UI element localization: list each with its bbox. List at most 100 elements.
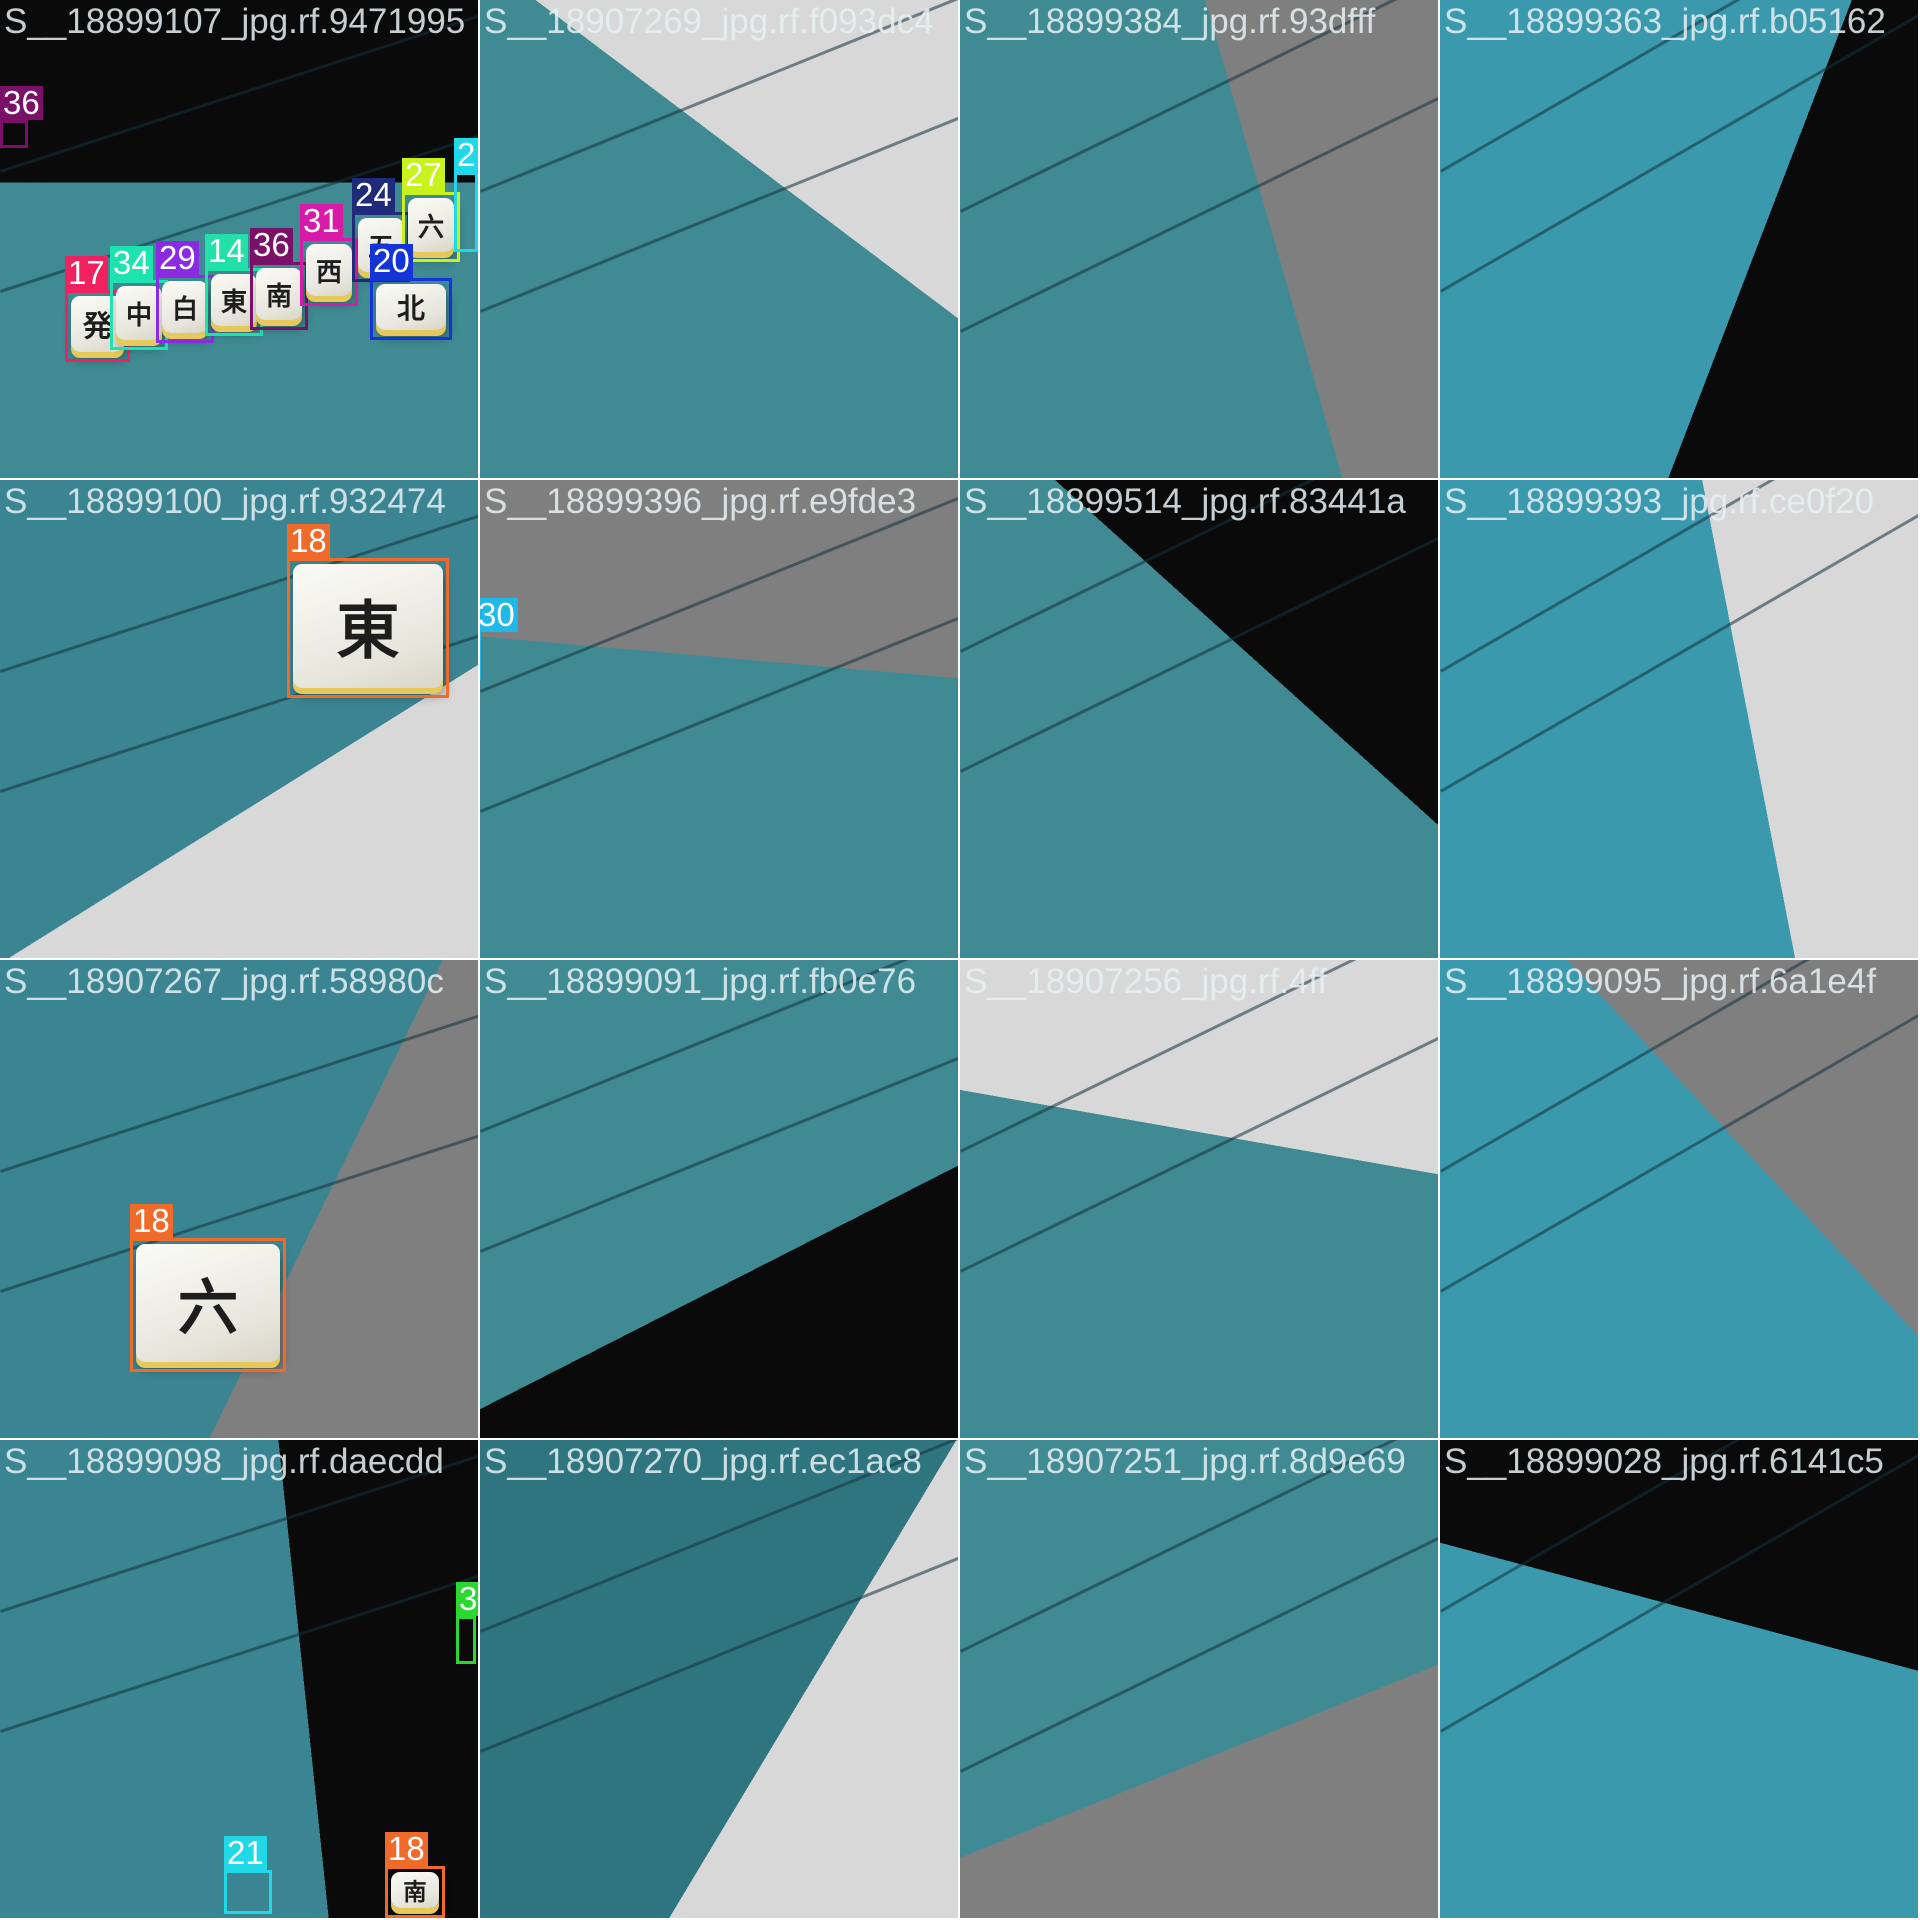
felt-background xyxy=(1440,960,1918,1438)
mahjong-tile-icon: 六 xyxy=(408,198,454,252)
image-filename: S__18907267_jpg.rf.58980c xyxy=(4,962,444,1001)
detection-box: 27 xyxy=(402,158,460,262)
class-label: 36 xyxy=(250,228,293,262)
mosaic-tile: 六 18 S__18907267_jpg.rf.58980c xyxy=(0,960,480,1440)
image-filename: S__18899514_jpg.rf.83441a xyxy=(964,482,1406,521)
detection-box: 36 xyxy=(0,86,43,148)
detection-box: 17 xyxy=(65,256,130,362)
image-filename: S__18899363_jpg.rf.b05162 xyxy=(1444,2,1886,41)
felt-background xyxy=(960,480,1438,958)
mosaic-tile: 西35五2712七35北17発1434白63230S__18899396_jpg… xyxy=(480,480,960,960)
felt-background xyxy=(480,1440,958,1918)
mahjong-tile-icon: 白 xyxy=(162,281,208,333)
mosaic-tile: 五177七3118S__18899393_jpg.rf.ce0f20 xyxy=(1440,480,1920,960)
felt-background xyxy=(480,480,958,958)
mosaic-tile: 36発17中34白29東14南36西31五24六2721北20S__188991… xyxy=(0,0,480,480)
tile-glyph-icon: 白 xyxy=(171,294,199,325)
mosaic-tile: 白17東20S__18899363_jpg.rf.b05162 xyxy=(1440,0,1920,480)
class-label: 27 xyxy=(402,158,445,192)
detection-box: 36 xyxy=(250,228,308,330)
detection-box: 29 xyxy=(156,241,214,343)
mahjong-tile-icon: 東 xyxy=(211,274,257,326)
felt-background xyxy=(1440,0,1918,478)
image-filename: S__18899396_jpg.rf.e9fde3 xyxy=(484,482,917,521)
class-label: 29 xyxy=(156,241,199,275)
class-label: 21 xyxy=(454,138,478,172)
image-filename: S__18899028_jpg.rf.6141c5 xyxy=(1444,1442,1884,1481)
detection-box: 21 xyxy=(224,1836,272,1914)
mosaic-tile: 2035317714342027343024205S__18907256_jpg… xyxy=(960,960,1440,1440)
mosaic-tile: 182919308発3521白2528171815S__18899514_jpg… xyxy=(960,480,1440,960)
mosaic-tile: 東 18 S__18899100_jpg.rf.932474 xyxy=(0,480,480,960)
image-filename: S__18899393_jpg.rf.ce0f20 xyxy=(1444,482,1875,521)
mosaic-tile: 南277S__18899028_jpg.rf.6141c5 xyxy=(1440,1440,1920,1920)
mahjong-tile-icon: 南 xyxy=(391,1872,439,1908)
mosaic-tile: 七316S__18899091_jpg.rf.fb0e76 xyxy=(480,960,960,1440)
mosaic-tile: 中18白5東18南5S__18899384_jpg.rf.93dfff xyxy=(960,0,1440,480)
tile-glyph-icon: 発 xyxy=(82,309,113,343)
mahjong-tile-icon: 東 xyxy=(293,564,443,688)
detection-box: 18 xyxy=(130,1204,286,1372)
class-label: 24 xyxy=(352,178,395,212)
image-filename: S__18899095_jpg.rf.6a1e4f xyxy=(1444,962,1877,1001)
mahjong-tile-icon: 中 xyxy=(116,286,162,340)
tile-glyph-icon: 西 xyxy=(315,257,343,288)
felt-background xyxy=(480,960,958,1438)
mosaic-tile: 発181414東17S__18907269_jpg.rf.f093dc4 xyxy=(480,0,960,480)
image-filename: S__18899100_jpg.rf.932474 xyxy=(4,482,446,521)
mosaic-tile: 223527123517113463230134352036S__1890725… xyxy=(960,1440,1440,1920)
felt-background xyxy=(960,0,1438,478)
detection-box: 21 xyxy=(454,138,478,252)
image-filename: S__18899107_jpg.rf.9471995 xyxy=(4,2,466,41)
tile-glyph-icon: 六 xyxy=(417,212,445,243)
image-filename: S__18907256_jpg.rf.4ff xyxy=(964,962,1328,1001)
detection-box: 30 xyxy=(480,598,518,680)
felt-background xyxy=(480,0,958,478)
mahjong-tile-icon: 南 xyxy=(256,268,302,320)
tile-glyph-icon: 東 xyxy=(336,593,400,668)
mahjong-tile-icon: 西 xyxy=(306,244,352,296)
felt-background xyxy=(1440,1440,1918,1918)
image-filename: S__18907269_jpg.rf.f093dc4 xyxy=(484,2,934,41)
mosaic-tile: 中183321南18S__18899098_jpg.rf.daecdd xyxy=(0,1440,480,1920)
detection-box: 18 xyxy=(287,524,449,698)
felt-background xyxy=(960,960,1438,1438)
class-label: 36 xyxy=(0,86,43,120)
class-label: 18 xyxy=(287,524,330,558)
class-label: 30 xyxy=(480,598,518,632)
tile-glyph-icon: 南 xyxy=(265,281,293,312)
felt-background xyxy=(0,480,478,958)
mahjong-tile-icon: 六 xyxy=(136,1244,280,1362)
tile-glyph-icon: 六 xyxy=(177,1272,239,1344)
class-label: 17 xyxy=(65,256,108,290)
mahjong-tile-icon: 発 xyxy=(71,296,124,352)
class-label: 31 xyxy=(300,204,343,238)
class-label: 18 xyxy=(130,1204,173,1238)
mosaic-tile: 発31S__18899095_jpg.rf.6a1e4f xyxy=(1440,960,1920,1440)
class-label: 20 xyxy=(370,244,413,278)
class-label: 21 xyxy=(224,1836,267,1870)
detection-box: 33 xyxy=(456,1582,478,1664)
detection-box: 20 xyxy=(370,244,452,340)
tile-glyph-icon: 北 xyxy=(397,292,425,325)
image-filename: S__18899098_jpg.rf.daecdd xyxy=(4,1442,444,1481)
image-filename: S__18907251_jpg.rf.8d9e69 xyxy=(964,1442,1406,1481)
class-label: 33 xyxy=(456,1582,478,1616)
tile-glyph-icon: 中 xyxy=(125,300,153,331)
mosaic-tile: 31東24南27西21五36六204331621白31東18S__1890727… xyxy=(480,1440,960,1920)
class-label: 34 xyxy=(110,246,153,280)
felt-background xyxy=(1440,480,1918,958)
image-filename: S__18899384_jpg.rf.93dfff xyxy=(964,2,1376,41)
image-filename: S__18907270_jpg.rf.ec1ac8 xyxy=(484,1442,922,1481)
tile-glyph-icon: 南 xyxy=(403,1878,427,1906)
tile-glyph-icon: 東 xyxy=(220,287,248,318)
class-label: 18 xyxy=(385,1832,428,1866)
felt-background xyxy=(960,1440,1438,1918)
mahjong-tile-icon: 北 xyxy=(376,284,446,330)
detection-box: 31 xyxy=(300,204,358,306)
detection-box: 24 xyxy=(352,178,410,282)
class-label: 14 xyxy=(205,234,248,268)
detection-box: 18 xyxy=(385,1832,445,1918)
image-filename: S__18899091_jpg.rf.fb0e76 xyxy=(484,962,917,1001)
